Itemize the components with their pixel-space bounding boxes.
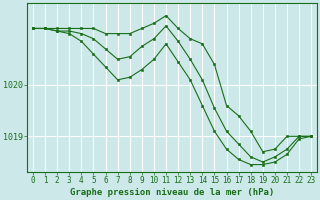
X-axis label: Graphe pression niveau de la mer (hPa): Graphe pression niveau de la mer (hPa) xyxy=(70,188,274,197)
